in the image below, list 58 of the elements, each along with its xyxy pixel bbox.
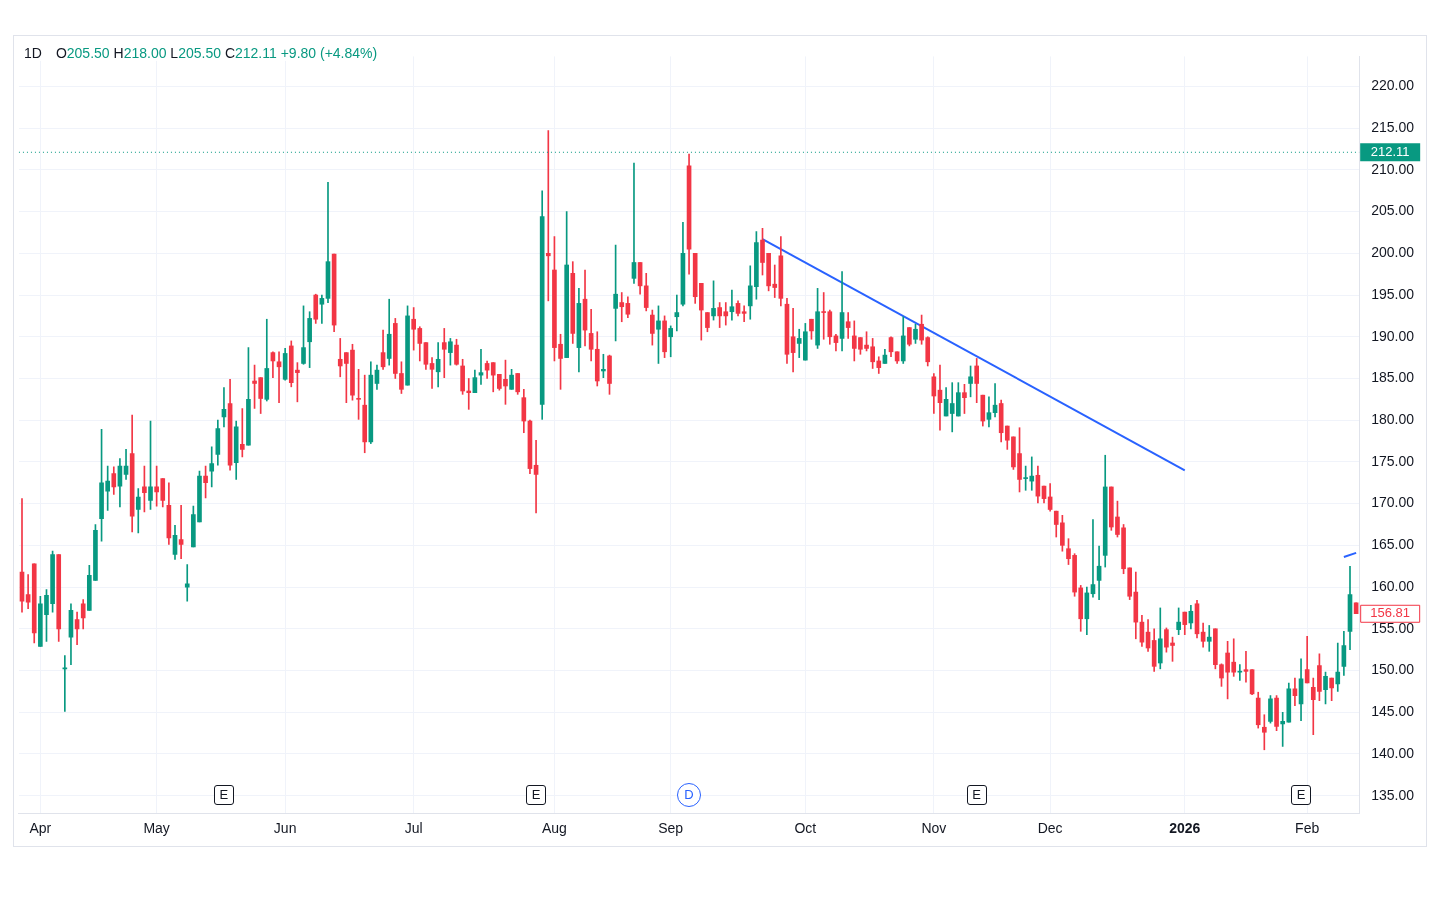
candlestick [178,504,184,560]
y-tick-label: 155.00 [1371,619,1415,636]
candlestick [729,289,735,321]
y-tick-label: 160.00 [1371,577,1415,594]
candlestick [209,446,215,488]
candlestick [845,312,851,339]
candlestick [1261,714,1267,751]
candlestick [466,378,472,410]
y-tick-label: 175.00 [1371,452,1415,469]
candlestick [619,292,625,323]
text: O205.50 H218.00 L205.50 C212.11 +9.80 (+4.84%) [55,45,378,61]
y-tick-label: 220.00 [1371,77,1415,94]
candlestick [674,294,680,332]
candlestick [1243,651,1249,683]
square-badge-icon: E [213,785,234,806]
x-tick-label: Feb [1295,820,1320,837]
candlestick [319,294,325,324]
candlestick [429,357,435,389]
x-tick-label: Apr [29,820,52,837]
candlestick [441,328,447,378]
candlestick [1335,642,1341,692]
x-tick-label: Sep [658,820,684,837]
x-tick-label: Jun [273,820,297,837]
candlestick [1206,625,1212,652]
y-tick-label: 215.00 [1371,119,1415,136]
candlestick [1237,664,1243,681]
y-tick-label: 170.00 [1371,494,1415,511]
x-tick-label: 2026 [1169,820,1201,837]
ref-line-label: 212.11 [1370,143,1410,159]
y-tick-label: 210.00 [1371,160,1415,177]
x-tick-label: Oct [794,820,817,837]
text: 156.81 [1370,605,1411,621]
y-tick-label: 140.00 [1371,744,1415,761]
square-badge-icon: E [1291,785,1312,806]
candlestick [545,130,551,302]
x-tick-label: Aug [541,820,567,837]
y-tick-label: 180.00 [1371,411,1415,428]
candlestick [741,305,747,323]
y-tick-label: 135.00 [1371,786,1415,803]
y-tick-label: 165.00 [1371,536,1415,553]
x-tick-label: May [143,820,170,837]
square-badge-icon: E [966,785,987,806]
x-tick-label: Dec [1037,820,1063,837]
square-badge-icon: E [526,785,547,806]
y-tick-label: 200.00 [1371,244,1415,261]
y-tick-label: 190.00 [1371,327,1415,344]
candlestick [184,564,190,602]
y-tick-label: 205.00 [1371,202,1415,219]
chart-title: 1D [24,45,42,61]
circle-badge-icon: D [677,783,702,808]
x-tick-label: Jul [404,820,423,837]
y-tick-label: 195.00 [1371,285,1415,302]
candlestick [276,351,282,404]
x-tick-label: Nov [921,820,947,837]
candlestick [239,408,245,458]
y-tick-label: 150.00 [1371,661,1415,678]
y-tick-label: 185.00 [1371,369,1415,386]
y-tick-label: 145.00 [1371,703,1415,720]
